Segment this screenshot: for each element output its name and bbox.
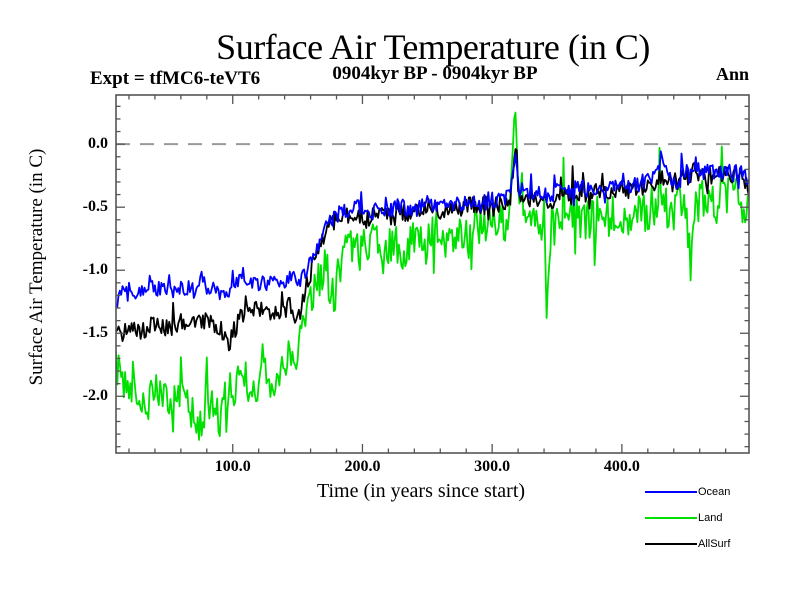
legend-item-land: Land [645, 510, 722, 526]
y-tick-label--1: -1.0 [82, 261, 108, 279]
y-tick-label--2: -2.0 [82, 387, 108, 405]
y-tick-label-0: 0.0 [88, 135, 108, 153]
chart-subtitle: 0904kyr BP - 0904kyr BP [332, 63, 538, 84]
y-tick-label--0.5: -0.5 [82, 198, 108, 216]
legend-label-land: Land [698, 512, 723, 524]
y-axis-title: Surface Air Temperature (in C) [26, 148, 47, 386]
legend-item-ocean: Ocean [645, 484, 730, 500]
x-axis-title: Time (in years since start) [316, 480, 526, 502]
ocean-line-swatch [645, 491, 697, 493]
x-tick-label-300: 300.0 [474, 458, 511, 475]
series-line-ocean [116, 150, 749, 308]
land-line-swatch [645, 517, 697, 519]
allsurf-line-swatch [645, 543, 697, 545]
plot-frame [115, 94, 750, 454]
x-tick-label-400: 400.0 [603, 458, 640, 475]
period-label: Ann [715, 64, 749, 84]
series-line-land [116, 111, 749, 441]
legend-label-allsurf: AllSurf [698, 538, 731, 550]
legend-label-ocean: Ocean [698, 486, 731, 498]
x-tick-label-100: 100.0 [214, 458, 251, 475]
y-tick-label--1.5: -1.5 [82, 324, 108, 342]
x-tick-label-200: 200.0 [344, 458, 381, 475]
legend-item-allsurf: AllSurf [645, 536, 730, 552]
chart-title: Surface Air Temperature (in C) [216, 27, 650, 67]
series-line-allsurf [116, 148, 749, 352]
experiment-label: Expt = tfMC6-teVT6 [90, 68, 261, 89]
